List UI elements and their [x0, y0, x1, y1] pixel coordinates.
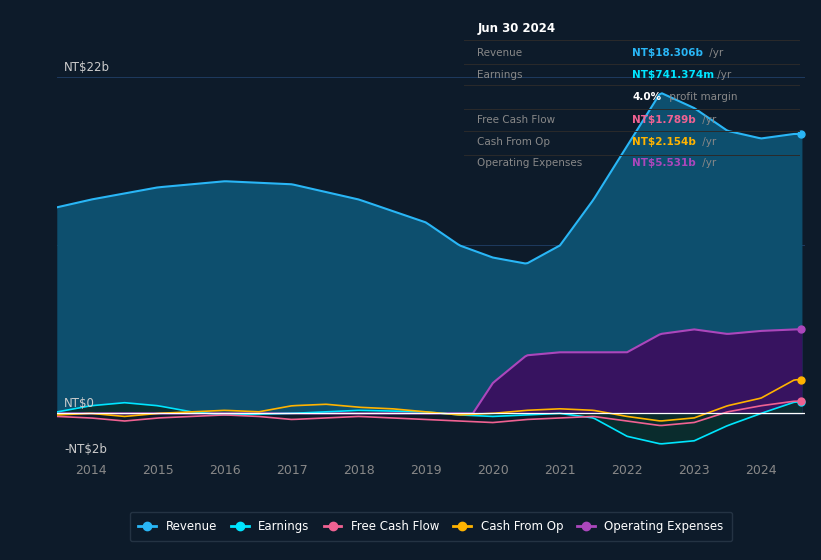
Text: /yr: /yr [706, 48, 723, 58]
Text: NT$2.154b: NT$2.154b [632, 137, 696, 147]
Text: NT$0: NT$0 [64, 398, 95, 410]
Text: /yr: /yr [699, 115, 716, 125]
Text: Operating Expenses: Operating Expenses [477, 158, 583, 168]
Text: Earnings: Earnings [477, 70, 523, 80]
Text: NT$1.789b: NT$1.789b [632, 115, 696, 125]
Legend: Revenue, Earnings, Free Cash Flow, Cash From Op, Operating Expenses: Revenue, Earnings, Free Cash Flow, Cash … [130, 512, 732, 542]
Text: /yr: /yr [713, 70, 731, 80]
Text: Revenue: Revenue [477, 48, 522, 58]
Text: NT$741.374m: NT$741.374m [632, 70, 714, 80]
Text: NT$5.531b: NT$5.531b [632, 158, 696, 168]
Text: -NT$2b: -NT$2b [64, 443, 107, 456]
Text: /yr: /yr [699, 137, 716, 147]
Text: NT$18.306b: NT$18.306b [632, 48, 703, 58]
Text: Free Cash Flow: Free Cash Flow [477, 115, 556, 125]
Text: /yr: /yr [699, 158, 716, 168]
Text: Jun 30 2024: Jun 30 2024 [477, 22, 556, 35]
Text: Cash From Op: Cash From Op [477, 137, 550, 147]
Text: 4.0%: 4.0% [632, 92, 661, 102]
Text: NT$22b: NT$22b [64, 62, 110, 74]
Text: profit margin: profit margin [666, 92, 737, 102]
